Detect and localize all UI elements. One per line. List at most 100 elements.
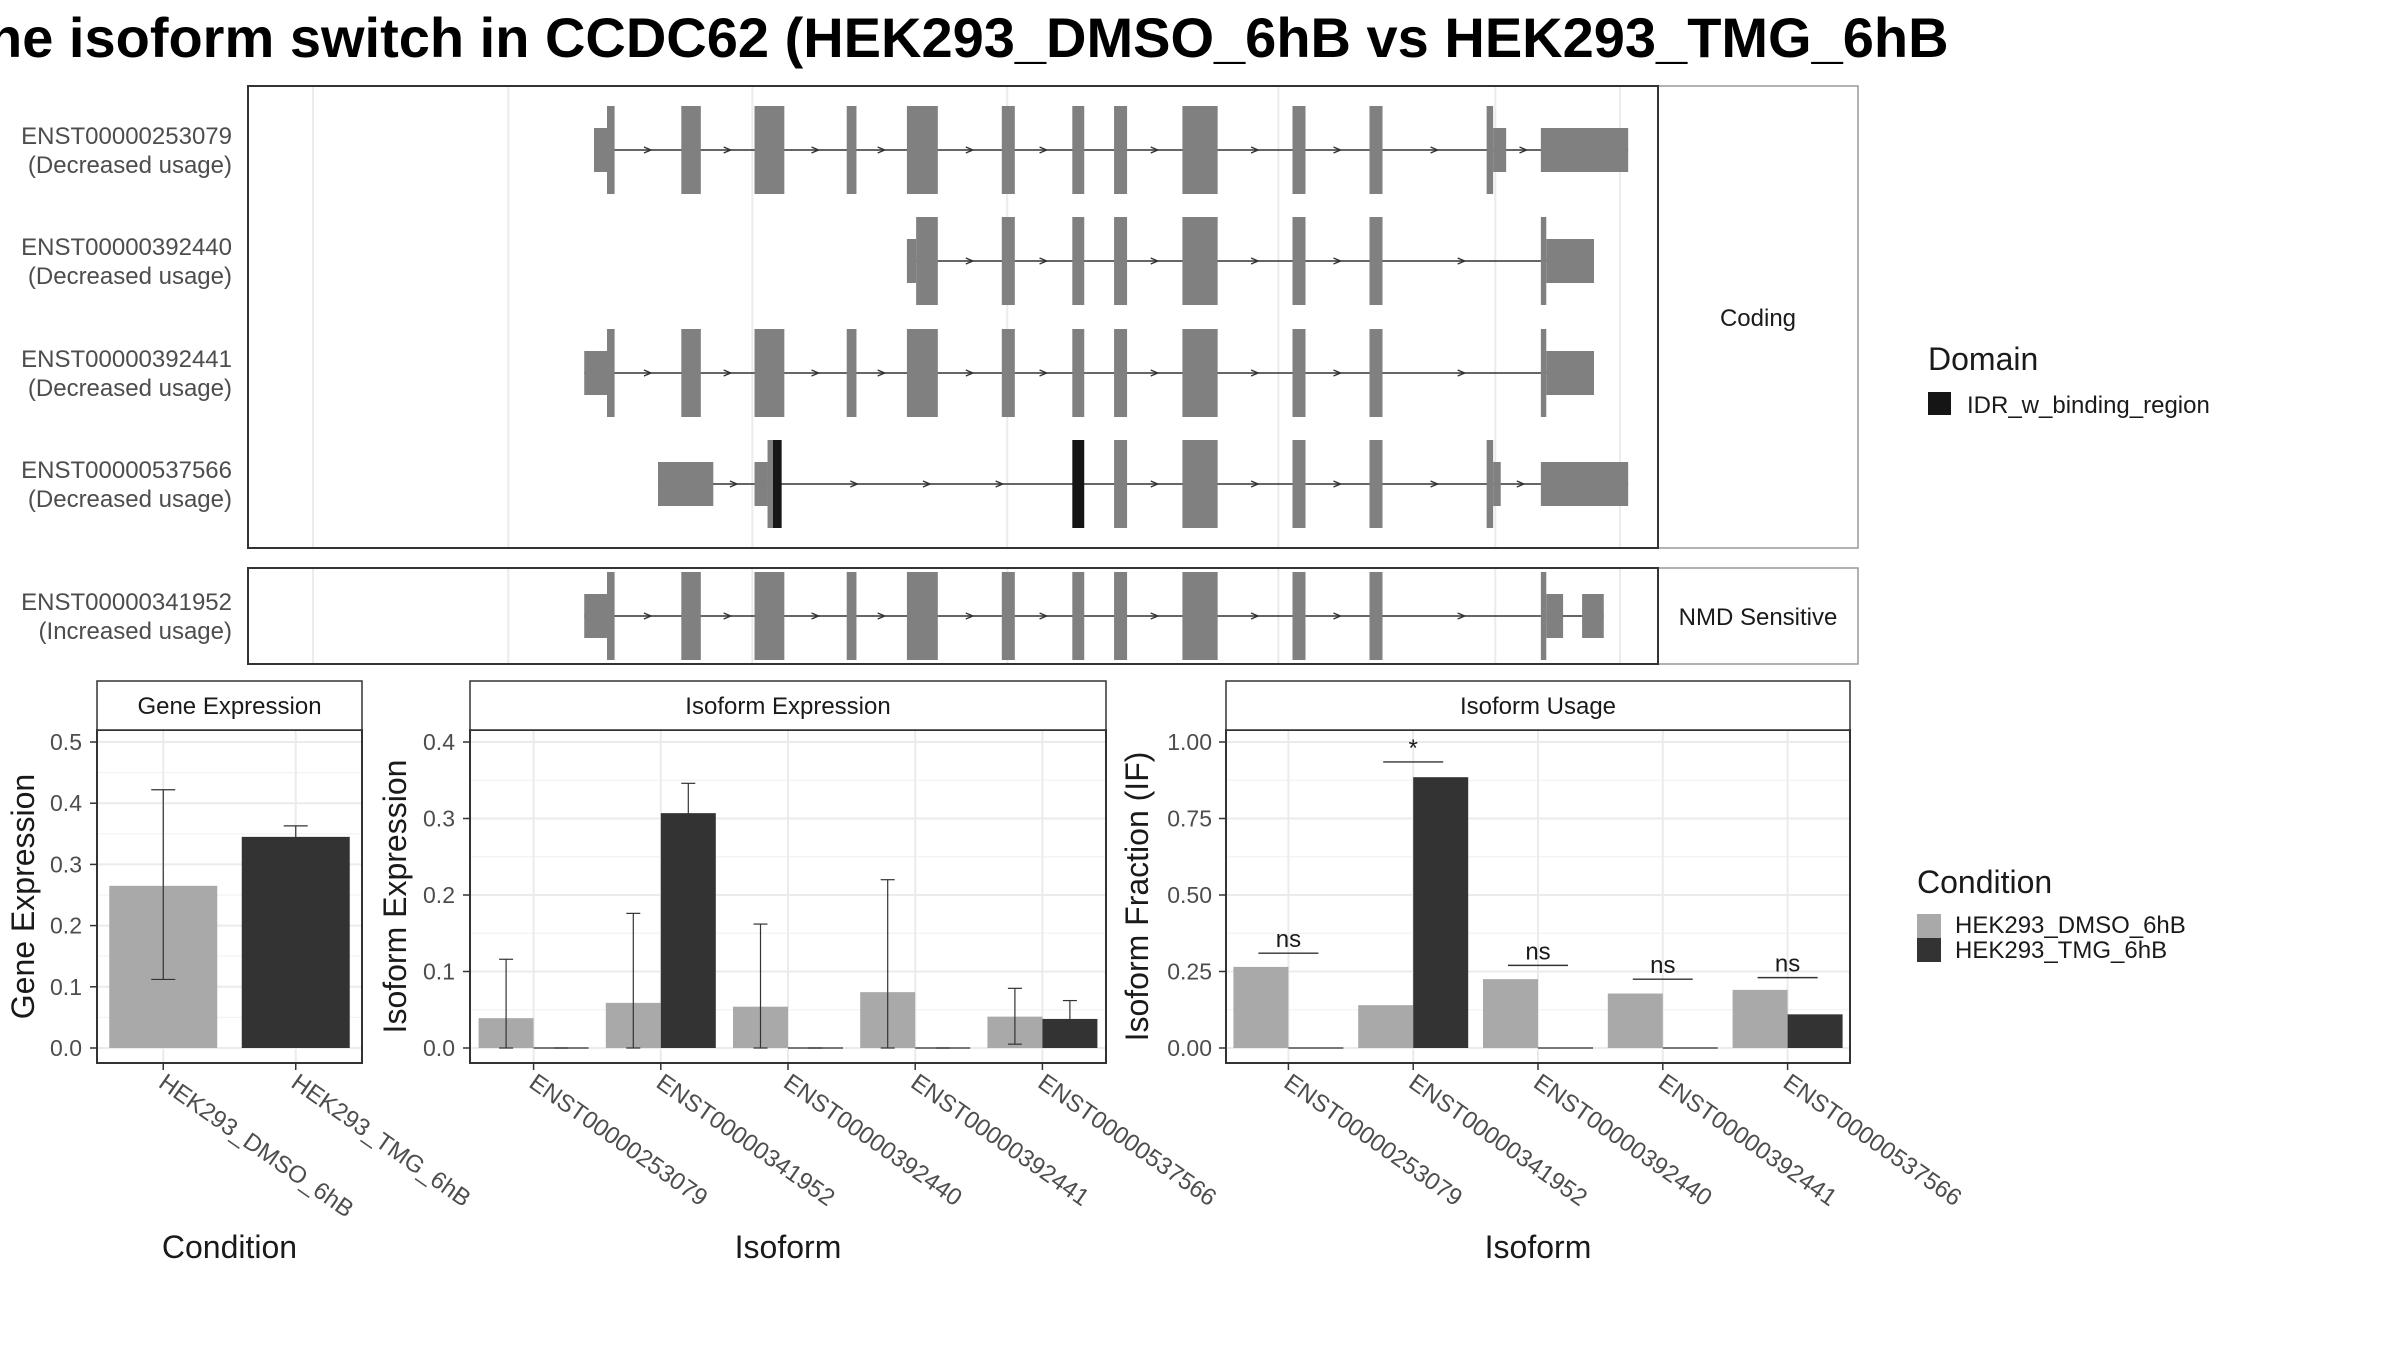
strand-arrow bbox=[850, 480, 860, 488]
exon-block bbox=[1369, 572, 1383, 660]
y-tick-label: 0.00 bbox=[1167, 1035, 1212, 1061]
exon-block bbox=[1292, 329, 1306, 417]
transcript-usage-label: (Decreased usage) bbox=[28, 152, 232, 179]
strand-arrow bbox=[965, 612, 975, 620]
legend-key-swatch bbox=[1917, 914, 1941, 938]
transcript-id-label: ENST00000392441 bbox=[21, 346, 232, 373]
strand-arrow bbox=[1150, 257, 1160, 265]
strand-arrow bbox=[1457, 257, 1467, 265]
exon-block bbox=[906, 329, 938, 417]
strand-arrow bbox=[1250, 369, 1260, 377]
bar bbox=[660, 813, 716, 1048]
x-axis-title: Condition bbox=[162, 1229, 297, 1265]
exon-block bbox=[681, 572, 701, 660]
panel-strip bbox=[469, 680, 1107, 731]
domain-legend: Domain IDR_w_binding_region bbox=[1928, 341, 2210, 419]
exon-block bbox=[1114, 217, 1128, 305]
strand-arrow bbox=[1150, 480, 1160, 488]
y-tick-label: 0.2 bbox=[50, 913, 82, 939]
exon-block bbox=[584, 351, 608, 395]
exon-block bbox=[1114, 440, 1128, 528]
exon-block bbox=[1182, 572, 1218, 660]
facet-panel-border bbox=[247, 567, 1659, 665]
strand-arrow bbox=[1333, 257, 1343, 265]
exon-block bbox=[1182, 440, 1218, 528]
exon-block bbox=[1540, 217, 1547, 305]
bar bbox=[1233, 966, 1289, 1048]
strand-arrow bbox=[1516, 480, 1526, 488]
transcript-ENST00000537566 bbox=[657, 440, 1629, 528]
strand-arrow bbox=[1430, 146, 1440, 154]
exon-block bbox=[1072, 217, 1085, 305]
exon-block bbox=[607, 572, 615, 660]
exon-block bbox=[1292, 440, 1306, 528]
exon-block bbox=[906, 572, 938, 660]
strand-arrow bbox=[1039, 146, 1049, 154]
strand-arrow bbox=[965, 146, 975, 154]
y-axis-title: Gene Expression bbox=[5, 774, 41, 1019]
y-axis-title: Isoform Fraction (IF) bbox=[1119, 752, 1155, 1042]
strand-arrow bbox=[643, 612, 653, 620]
exon-block bbox=[846, 106, 857, 194]
strand-arrow bbox=[1150, 612, 1160, 620]
strand-arrow bbox=[922, 480, 932, 488]
significance-label: ns bbox=[1775, 951, 1800, 978]
y-tick-label: 0.0 bbox=[50, 1035, 82, 1061]
y-tick-label: 0.0 bbox=[423, 1035, 455, 1061]
exon-block bbox=[1072, 329, 1085, 417]
exon-block bbox=[1582, 594, 1604, 638]
exon-block bbox=[1369, 106, 1383, 194]
strand-arrow bbox=[965, 257, 975, 265]
significance-label: ns bbox=[1650, 952, 1675, 979]
strand-arrow bbox=[1250, 480, 1260, 488]
exon-block bbox=[1114, 106, 1128, 194]
transcript-id-label: ENST00000392440 bbox=[21, 234, 232, 261]
bar bbox=[241, 836, 350, 1048]
bar bbox=[1413, 777, 1469, 1048]
strand-arrow bbox=[1430, 480, 1440, 488]
strand-arrow bbox=[811, 369, 821, 377]
exon-block bbox=[754, 329, 785, 417]
significance-label: * bbox=[1409, 735, 1418, 762]
exon-block bbox=[1292, 572, 1306, 660]
exon-block bbox=[607, 106, 615, 194]
strand-arrow bbox=[1150, 146, 1160, 154]
y-tick-label: 0.50 bbox=[1167, 882, 1212, 908]
bar bbox=[1787, 1014, 1843, 1048]
legend-title: Domain bbox=[1928, 341, 2038, 377]
transcript-usage-label: (Decreased usage) bbox=[28, 486, 232, 513]
strand-arrow bbox=[1457, 369, 1467, 377]
x-axis-title: Isoform bbox=[1485, 1229, 1592, 1265]
panel-strip bbox=[96, 680, 363, 731]
transcript-usage-label: (Decreased usage) bbox=[28, 263, 232, 290]
strand-arrow bbox=[877, 612, 887, 620]
bar bbox=[1732, 989, 1788, 1048]
figure-title: he isoform switch in CCDC62 (HEK293_DMSO… bbox=[0, 6, 1949, 69]
significance-label: ns bbox=[1525, 938, 1550, 965]
strand-arrow bbox=[643, 369, 653, 377]
exon-block bbox=[1292, 217, 1306, 305]
facet-strip-label: Coding bbox=[1720, 305, 1796, 332]
panel-isoform-expression: Isoform Expression0.00.10.20.30.4ENST000… bbox=[377, 680, 1221, 1265]
strand-arrow bbox=[1039, 612, 1049, 620]
y-tick-label: 0.5 bbox=[50, 729, 82, 755]
exon-block bbox=[1486, 106, 1494, 194]
strand-arrow bbox=[1333, 612, 1343, 620]
transcript-id-label: ENST00000537566 bbox=[21, 457, 232, 484]
exon-block bbox=[916, 217, 938, 305]
bar bbox=[1358, 1005, 1414, 1048]
significance-label: ns bbox=[1276, 926, 1301, 953]
strand-arrow bbox=[1519, 146, 1529, 154]
strand-arrow bbox=[1250, 257, 1260, 265]
exon-block bbox=[1540, 329, 1547, 417]
exon-block bbox=[1072, 106, 1085, 194]
exon-block bbox=[754, 462, 768, 506]
exon-block bbox=[906, 106, 938, 194]
exon-block bbox=[1369, 217, 1383, 305]
exon-block bbox=[767, 440, 773, 528]
strand-arrow bbox=[1457, 612, 1467, 620]
y-tick-label: 0.1 bbox=[423, 959, 455, 985]
